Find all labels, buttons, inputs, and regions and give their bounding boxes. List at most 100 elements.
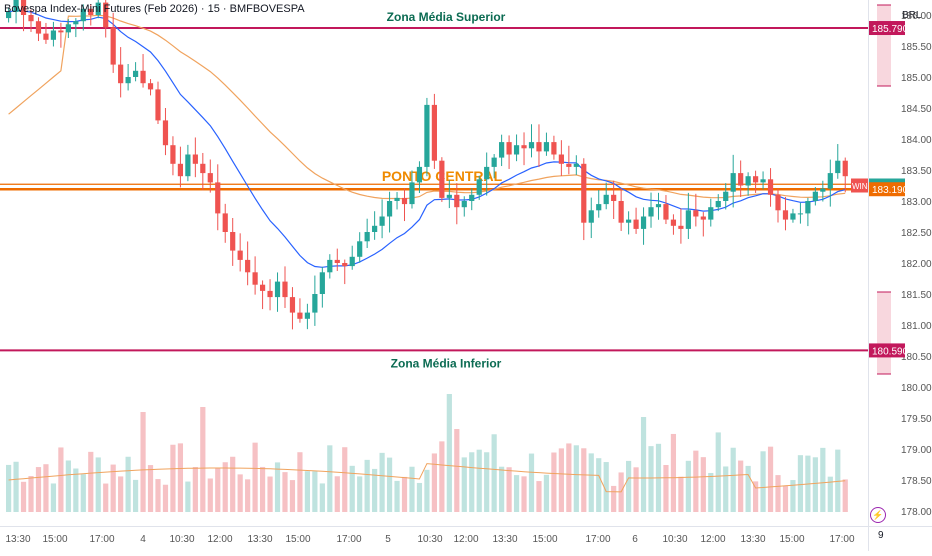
time-axis[interactable]: 13:30 15:00 17:00 4 10:30 12:00 13:30 15:00 17:0… <box>0 526 868 551</box>
candle-body <box>812 191 818 201</box>
candle-body <box>648 207 654 217</box>
volume-bar <box>521 476 527 512</box>
candle-body <box>409 182 415 205</box>
volume-bar <box>499 466 505 512</box>
volume-bar <box>73 468 79 512</box>
zone-upper-value: 185.790 <box>872 24 909 35</box>
x-tick-label: 13:30 <box>5 534 30 545</box>
volume-bar <box>192 467 198 512</box>
volume-bar <box>312 471 318 512</box>
volume-bar <box>289 480 296 512</box>
next-day-label: 9 <box>878 530 884 541</box>
volume-bar <box>551 452 557 512</box>
volume-bar <box>469 452 475 512</box>
x-tick-label: 13:30 <box>247 534 272 545</box>
candle-body <box>835 160 841 174</box>
candle-body <box>446 194 452 198</box>
volume-bar <box>103 483 109 512</box>
candle-body <box>80 8 86 22</box>
zone-marker-shade <box>877 292 891 374</box>
zone-upper-label: Zona Média Superior <box>387 10 506 24</box>
candle-body <box>289 297 296 313</box>
volume-bar <box>827 476 833 512</box>
candle-body <box>73 21 79 25</box>
volume-bar <box>648 446 654 512</box>
candle-body <box>349 256 355 267</box>
candle-body <box>484 166 490 180</box>
volume-bar <box>6 464 12 512</box>
volume-bar <box>454 429 460 512</box>
volume-bar <box>282 472 288 512</box>
y-tick-label: 184.000 <box>901 135 932 146</box>
candle-body <box>655 204 662 208</box>
candle-body <box>693 210 699 217</box>
volume-bar <box>775 475 781 512</box>
volume-bar <box>207 478 213 512</box>
candle-body <box>581 163 587 223</box>
candle-body <box>536 142 542 152</box>
candle-body <box>237 250 243 260</box>
candle-body <box>20 0 27 15</box>
volume-bar <box>58 447 64 512</box>
candle-body <box>708 207 714 220</box>
volume-bar <box>327 445 333 512</box>
volume-bar <box>364 459 370 512</box>
pivot-value-bg <box>869 182 905 197</box>
volume-bar <box>536 481 542 512</box>
x-tick-label: 17:00 <box>336 534 361 545</box>
volume-bar <box>693 450 699 512</box>
candle-body <box>558 154 564 164</box>
volume-bar <box>274 462 281 512</box>
candle-body <box>259 284 266 291</box>
y-tick-label: 178.000 <box>901 507 932 518</box>
candle-body <box>431 104 437 161</box>
candle-body <box>469 194 475 201</box>
x-tick-label: 5 <box>385 534 391 545</box>
volume-bar <box>513 475 520 512</box>
volume-bar <box>215 468 221 512</box>
candle-body <box>386 201 393 217</box>
volume-bar <box>431 453 437 512</box>
x-tick-label: 12:00 <box>453 534 478 545</box>
candle-body <box>618 201 624 223</box>
zone-lower-value: 180.590 <box>872 346 909 357</box>
volume-bar <box>237 474 243 512</box>
lightning-icon[interactable]: ⚡ <box>870 507 886 523</box>
volume-bar <box>506 467 512 512</box>
volume-bar <box>745 465 751 512</box>
candle-body <box>745 176 751 186</box>
candle-body <box>797 213 804 215</box>
candle-body <box>58 30 64 33</box>
x-tick-label: 15:00 <box>779 534 804 545</box>
x-tick-label: 17:00 <box>89 534 114 545</box>
candle-body <box>723 191 729 201</box>
candle-body <box>611 194 617 201</box>
candle-body <box>476 179 482 195</box>
volume-bar <box>319 483 325 512</box>
y-tick-label: 179.000 <box>901 445 932 456</box>
candle-body <box>147 83 154 90</box>
volume-bar <box>596 458 602 512</box>
candle-body <box>125 77 131 84</box>
candle-body <box>6 11 12 19</box>
x-tick-label: 12:00 <box>207 534 232 545</box>
volume-bar <box>446 394 452 512</box>
candle-body <box>162 120 169 146</box>
candle-body <box>132 70 139 77</box>
candle-body <box>566 163 572 167</box>
volume-bar <box>162 484 169 512</box>
volume-bar <box>297 452 303 512</box>
volume-bar <box>581 448 587 512</box>
candle-body <box>222 213 228 232</box>
candle-body <box>820 188 826 192</box>
volume-bar <box>820 447 826 512</box>
y-tick-label: 181.500 <box>901 290 932 301</box>
y-tick-label: 183.500 <box>901 166 932 177</box>
candle-body <box>177 163 184 177</box>
candle-body <box>596 204 602 211</box>
volume-bar <box>50 483 57 512</box>
volume-bar <box>95 457 101 512</box>
candle-body <box>715 201 721 208</box>
